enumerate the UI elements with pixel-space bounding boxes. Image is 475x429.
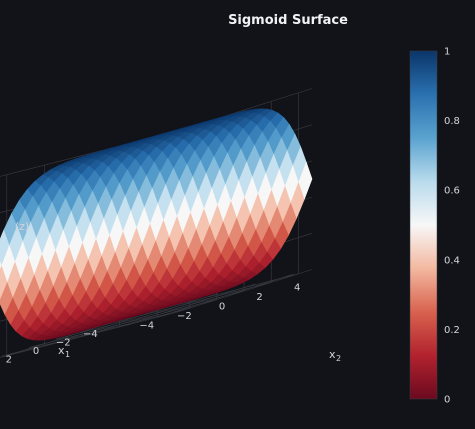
colorbar-tick-label: 0.2	[444, 325, 460, 336]
colorbar-tick-label: 0.6	[444, 186, 460, 197]
x2-tick-label: 4	[294, 282, 300, 293]
colorbar-gradient	[409, 50, 438, 400]
floor-gridline	[81, 293, 219, 337]
floor-gridline	[44, 302, 181, 347]
x2-axis-label-sub: 2	[336, 354, 341, 363]
x2-tick-label: −4	[139, 321, 154, 332]
colorbar-ticks: 0 0.2 0.4 0.6 0.8 1	[444, 47, 460, 406]
colorbar-tick-label: 0.4	[444, 255, 460, 266]
colorbar-tick-label: 0	[444, 395, 450, 406]
x1-axis-ticks: 420−2−4	[6, 329, 98, 366]
x1-tick-label: 2	[6, 355, 12, 366]
x2-tick-label: −2	[177, 311, 192, 322]
colorbar: 0 0.2 0.4 0.6 0.8 1	[409, 47, 460, 406]
colorbar-tick-label: 0.8	[444, 116, 460, 127]
x1-tick-label: −2	[56, 337, 71, 348]
x1-tick-label: −4	[83, 329, 98, 340]
x2-tick-label: 0	[219, 302, 225, 313]
x1-axis-label-sub: 1	[65, 350, 70, 359]
floor-gridline	[157, 274, 294, 318]
x2-tick-label: 2	[256, 292, 262, 303]
x2-axis-ticks: 4 2 0 −2 −4	[139, 282, 300, 331]
floor-gridline	[119, 283, 256, 328]
colorbar-tick-label: 1	[444, 47, 450, 58]
x1-tick-label: 0	[33, 346, 39, 357]
x2-axis-label: x 2	[329, 348, 341, 363]
x1-axis-label-base: x	[58, 344, 65, 357]
surface-patch	[0, 260, 2, 272]
chart-title: Sigmoid Surface	[228, 13, 348, 28]
z-axis-label: (z)	[15, 220, 29, 233]
x1-axis-label: x 1	[58, 344, 70, 359]
surface	[0, 108, 313, 341]
surface-patch	[118, 315, 132, 320]
x2-axis-label-base: x	[329, 348, 336, 361]
